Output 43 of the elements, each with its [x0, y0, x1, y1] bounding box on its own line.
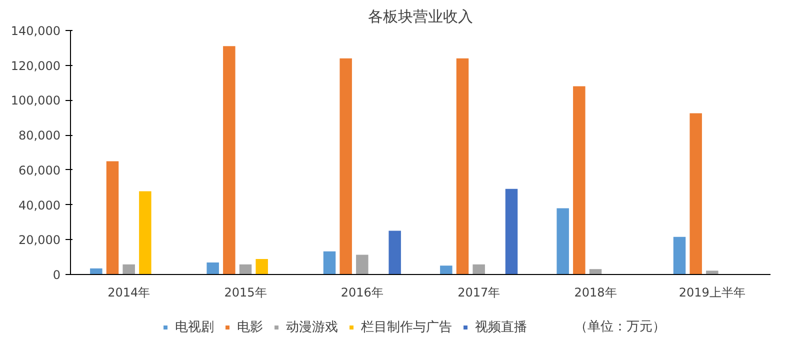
- bar: [256, 258, 268, 274]
- bar: [388, 230, 401, 274]
- legend-label: 电视剧: [175, 319, 214, 336]
- legend-label: 视频直播: [475, 319, 527, 336]
- y-tick-label: 40,000: [18, 198, 61, 212]
- bar: [206, 262, 219, 274]
- bar: [456, 58, 469, 274]
- bar: [122, 264, 135, 274]
- bar: [556, 208, 569, 274]
- x-tick-label: 2014年: [108, 286, 150, 300]
- y-tick-label: 120,000: [10, 58, 60, 73]
- bar: [573, 86, 586, 274]
- y-tick-label: 80,000: [18, 128, 61, 143]
- bar: [323, 251, 336, 274]
- bar: [223, 46, 236, 274]
- bar: [472, 264, 485, 274]
- bar: [690, 113, 702, 274]
- text: （单位：万元）: [574, 320, 666, 334]
- bar: [139, 191, 152, 274]
- bar: [340, 58, 352, 274]
- x-tick-label: 2018年: [574, 286, 617, 300]
- legend-label: 栏目制作与广告: [361, 319, 452, 336]
- bar: [239, 264, 252, 274]
- chart-title: 各板块营业收入: [368, 8, 473, 26]
- y-tick-label: 140,000: [10, 24, 60, 38]
- bar: [106, 161, 119, 274]
- bar: [589, 269, 602, 274]
- y-tick-label: 20,000: [18, 233, 61, 248]
- x-tick-label: 2019上半年: [678, 286, 746, 300]
- x-tick-label: 2017年: [458, 286, 500, 300]
- y-tick-label: 100,000: [10, 94, 60, 108]
- bar: [356, 254, 368, 274]
- bar: [90, 268, 102, 274]
- bar: [440, 266, 452, 274]
- legend-label: 电影: [237, 319, 263, 336]
- bar: [505, 188, 518, 274]
- x-tick-label: 2015年: [224, 286, 267, 300]
- bar: [673, 236, 686, 274]
- y-tick-label: 60,000: [18, 163, 61, 178]
- x-tick-label: 2016年: [340, 286, 384, 300]
- legend-label: 动漫游戏: [286, 319, 338, 336]
- y-tick-label: 0: [52, 268, 61, 282]
- bar: [706, 270, 718, 274]
